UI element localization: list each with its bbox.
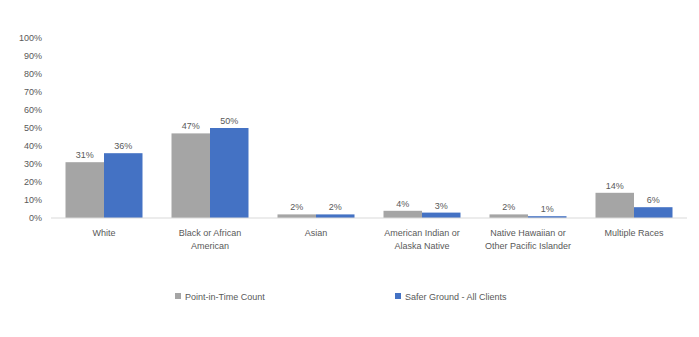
y-tick-label: 60%	[24, 105, 42, 115]
bar	[422, 213, 461, 218]
x-tick-label: Asian	[305, 228, 328, 238]
x-tick-label-line: Native Hawaiian or	[490, 228, 566, 238]
y-tick-label: 30%	[24, 159, 42, 169]
x-tick-label: Multiple Races	[604, 228, 664, 238]
data-label: 1%	[541, 204, 554, 214]
y-tick-label: 10%	[24, 195, 42, 205]
legend-label: Safer Ground - All Clients	[405, 292, 507, 302]
legend-swatch	[395, 293, 401, 299]
data-label: 47%	[182, 121, 200, 131]
y-tick-label: 20%	[24, 177, 42, 187]
data-label: 3%	[435, 201, 448, 211]
x-tick-label-line: Asian	[305, 228, 328, 238]
bar	[596, 193, 635, 218]
x-tick-label: American Indian or Alaska Native	[384, 228, 460, 251]
data-labels: 31% 47% 2% 4% 2% 14% 36% 50% 2% 3% 1% 6%	[76, 116, 660, 214]
bar	[66, 162, 105, 218]
bar	[384, 211, 423, 218]
x-tick-label-line: Other Pacific Islander	[485, 241, 571, 251]
x-tick-label-line: Alaska Native	[394, 241, 449, 251]
data-label: 36%	[114, 141, 132, 151]
data-label: 2%	[502, 202, 515, 212]
bar	[316, 214, 355, 218]
data-label: 50%	[220, 116, 238, 126]
bar	[172, 133, 211, 218]
data-label: 4%	[396, 199, 409, 209]
data-label: 2%	[329, 202, 342, 212]
bars	[66, 128, 673, 218]
bar	[210, 128, 249, 218]
y-tick-label: 80%	[24, 69, 42, 79]
x-axis-line	[51, 218, 687, 219]
bar	[634, 207, 673, 218]
x-tick-label: Black or African American	[179, 228, 242, 251]
x-tick-label: White	[92, 228, 115, 238]
data-label: 31%	[76, 150, 94, 160]
y-tick-label: 0%	[29, 213, 42, 223]
bar	[104, 153, 143, 218]
x-tick-label-line: American Indian or	[384, 228, 460, 238]
x-tick-label-line: American	[191, 241, 229, 251]
legend-label: Point-in-Time Count	[185, 292, 265, 302]
x-tick-label: Native Hawaiian or Other Pacific Islander	[485, 228, 571, 251]
x-tick-label-line: Multiple Races	[604, 228, 664, 238]
legend: Point-in-Time Count Safer Ground - All Cl…	[175, 292, 507, 302]
legend-swatch	[175, 293, 181, 299]
bar	[490, 214, 529, 218]
chart: 0% 10% 20% 30% 40% 50% 60% 70% 80% 90% 100% 31% 47% 2…	[0, 0, 699, 337]
data-label: 6%	[647, 195, 660, 205]
data-label: 2%	[290, 202, 303, 212]
x-tick-label-line: Black or African	[179, 228, 242, 238]
data-label: 14%	[606, 181, 624, 191]
y-tick-label: 40%	[24, 141, 42, 151]
y-tick-label: 70%	[24, 87, 42, 97]
y-tick-label: 100%	[19, 33, 42, 43]
x-tick-label-line: White	[92, 228, 115, 238]
y-tick-label: 90%	[24, 51, 42, 61]
bar	[278, 214, 317, 218]
y-tick-label: 50%	[24, 123, 42, 133]
